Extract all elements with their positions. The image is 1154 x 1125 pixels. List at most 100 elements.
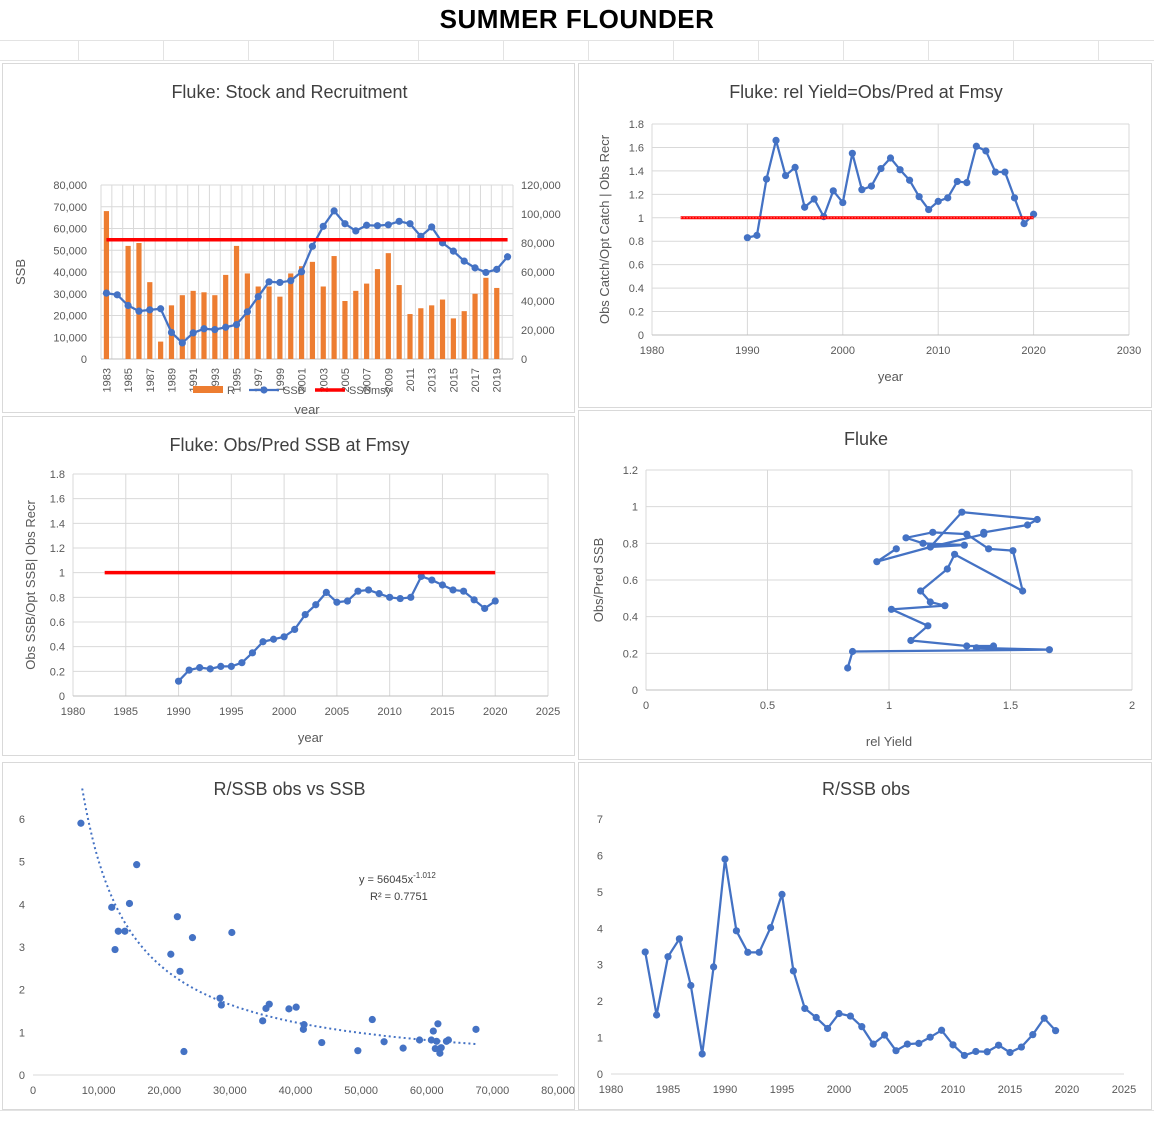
data-point	[312, 601, 320, 609]
y-tick-label: 5	[597, 887, 603, 899]
data-point	[185, 666, 193, 674]
y-tick-label: 0	[59, 691, 65, 703]
y-tick-label: 6	[19, 814, 25, 826]
data-point	[291, 625, 299, 633]
data-point	[848, 647, 857, 656]
ssb-point	[157, 305, 165, 313]
x-tick-label: 1995	[770, 1084, 794, 1096]
data-point	[301, 611, 309, 619]
bar-r	[374, 269, 381, 359]
data-point	[114, 927, 122, 935]
data-point	[972, 644, 981, 652]
data-point	[259, 638, 267, 646]
y-tick-label: 30,000	[53, 289, 87, 301]
ssb-point	[243, 308, 251, 316]
bar-r	[309, 261, 316, 359]
chart-obs-pred-ssb: Fluke: Obs/Pred SSB at Fmsy 1.8 1.6 1.4 1.2 1…	[2, 416, 575, 756]
chart-title: Fluke	[844, 429, 888, 449]
ssb-point	[102, 289, 111, 297]
bar-r	[298, 266, 305, 359]
data-point	[248, 649, 257, 657]
data-point	[380, 1038, 388, 1046]
y-tick-label: 0.8	[50, 592, 65, 604]
ssb-point	[352, 227, 360, 235]
data-point	[444, 1036, 453, 1044]
chart-r-ssb-vs-ssb: R/SSB obs vs SSB 6 5 4 3 2 1 0 0 10,000 20,000 30,0…	[2, 762, 575, 1110]
y2-tick-label: 120,000	[521, 180, 561, 192]
data-point	[375, 590, 383, 598]
data-point	[753, 231, 761, 239]
x-tick-label: 2000	[827, 1084, 851, 1096]
x-tick-label: 2020	[1021, 345, 1045, 357]
data-point	[174, 677, 183, 685]
y2-tick-label: 60,000	[521, 267, 555, 279]
x-tick-label: 1987	[145, 368, 157, 392]
data-point	[907, 636, 915, 645]
data-point	[641, 948, 649, 956]
y-tick-label: 1	[19, 1027, 25, 1039]
x-tick-label: 1990	[166, 706, 190, 718]
ssb-point	[395, 217, 403, 225]
ssb-point	[319, 222, 327, 230]
x-tick-label: 1980	[640, 345, 664, 357]
bar-r	[418, 308, 424, 359]
data-point	[919, 539, 927, 547]
data-point	[1033, 515, 1041, 524]
x-axis-label: rel Yield	[866, 734, 912, 749]
legend-swatch-r	[193, 386, 223, 393]
ssb-point	[482, 268, 490, 277]
x-tick-label: 2003	[318, 368, 330, 392]
ssb-point	[428, 223, 436, 231]
y-tick-label: 1	[632, 502, 638, 514]
bar-r	[147, 282, 153, 359]
y-tick-label: 1.2	[629, 189, 644, 201]
data-point	[1009, 547, 1017, 555]
data-point	[953, 177, 961, 186]
data-point	[437, 1044, 445, 1052]
x-tick-label: 0	[643, 700, 649, 712]
legend-swatch-ssb-marker	[260, 386, 268, 394]
bar-r	[353, 290, 359, 359]
data-point	[1052, 1027, 1060, 1035]
data-point	[206, 665, 214, 673]
y-tick-label: 6	[597, 850, 603, 862]
x-tick-label: 2005	[325, 706, 349, 718]
y-tick-label: 1.2	[50, 543, 65, 555]
data-point	[972, 142, 980, 150]
data-point	[368, 1015, 376, 1024]
y-tick-label: 7	[597, 814, 603, 826]
data-point	[926, 1033, 934, 1041]
x-tick-label: 2017	[470, 368, 482, 392]
data-point	[881, 1031, 889, 1039]
ssb-point	[254, 292, 262, 301]
data-point	[176, 967, 184, 975]
data-point	[1023, 521, 1032, 529]
data-point	[196, 664, 204, 672]
chart-stock-recruitment: Fluke: Stock and Recruitment 80,000 70,000…	[2, 63, 575, 414]
y-tick-label: 50,000	[53, 245, 87, 257]
data-point	[995, 1041, 1003, 1049]
y2-tick-label: 0	[521, 354, 527, 366]
ssb-point	[167, 328, 176, 337]
x-tick-label: 30,000	[213, 1085, 247, 1097]
y-tick-label: 1.8	[629, 119, 644, 131]
x-tick-label: 70,000	[476, 1085, 510, 1097]
x-tick-label: 2005	[884, 1084, 908, 1096]
data-point	[188, 934, 197, 942]
legend-label-r: R	[227, 385, 235, 397]
bar-r	[439, 299, 446, 359]
data-point	[858, 1023, 866, 1031]
data-point	[926, 598, 934, 606]
y-tick-label: 0	[19, 1070, 25, 1082]
data-point	[228, 928, 236, 937]
y-tick-label: 0.6	[629, 260, 644, 272]
data-point	[801, 1004, 809, 1013]
data-point	[470, 596, 478, 604]
y-tick-label: 0.8	[629, 236, 644, 248]
data-point	[963, 642, 971, 650]
chart-title: Fluke: Stock and Recruitment	[171, 82, 407, 102]
data-point	[846, 1012, 854, 1020]
data-point	[449, 586, 457, 594]
data-point	[801, 203, 809, 211]
page-title: SUMMER FLOUNDER	[439, 4, 715, 34]
